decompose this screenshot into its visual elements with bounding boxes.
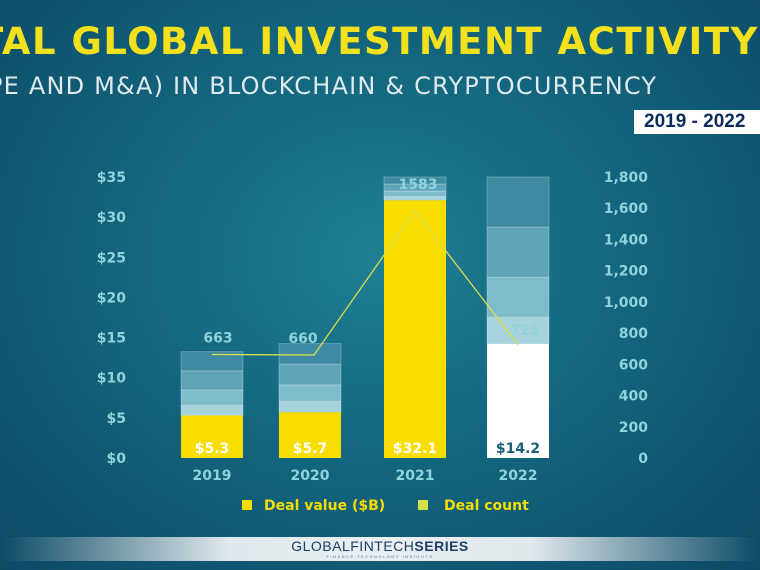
bar-value-label: $32.1 [393,441,437,457]
bar-segment [486,276,550,318]
bar-segment [278,363,342,386]
deal-count-label: 725 [510,323,539,339]
legend-swatch-deal-count [418,500,428,510]
x-tick-label: 2022 [499,468,538,484]
x-tick-label: 2019 [193,468,232,484]
footer-brand-regular: GLOBALFINTECH [291,538,415,554]
y-left-tick-label: $35 [97,170,126,186]
footer-tagline: FINANCE TECHNOLOGY INSIGHTS [326,554,434,559]
bar-segment [180,351,244,372]
x-tick-label: 2020 [291,468,330,484]
chart-title: TAL GLOBAL INVESTMENT ACTIVITY [0,20,759,63]
period-badge: 2019 - 2022 [634,110,760,134]
y-right-tick-label: 1,000 [604,295,649,311]
bar-value-label: $5.7 [293,441,328,457]
y-left-tick-label: $25 [97,250,126,266]
y-right-tick-label: 1,800 [604,170,649,186]
footer-brand: GLOBALFINTECHSERIES [0,537,760,554]
bar-segment [278,343,342,365]
y-right-tick-label: 1,200 [604,264,649,280]
bar-value-label: $14.2 [496,441,540,457]
bar-segment [486,226,550,278]
y-left-tick-label: $30 [97,210,126,226]
y-right-tick-label: 800 [619,326,648,342]
bar-segment [383,196,447,201]
bar-value-label: $5.3 [195,441,230,457]
bar-segment [278,384,342,402]
y-right-tick-label: 1,400 [604,232,649,248]
y-left-tick-label: $20 [97,290,126,306]
investment-chart: $0 $5 $10 $15 $20 $25 $30 $35 0 200 400 600 800 1,000… [97,170,649,514]
bar-segment [180,404,244,416]
bar-segment [486,176,550,228]
legend-label-deal-value: Deal value ($B) [264,498,385,514]
y-right-tick-label: 200 [619,420,648,436]
y-right-tick-label: 400 [619,389,648,405]
y-right-tick-label: 0 [638,451,648,467]
deal-count-line [211,209,519,356]
deal-count-label: 660 [288,331,317,347]
legend-swatch-deal-value [242,500,252,510]
x-tick-label: 2021 [396,468,435,484]
bar-deal-value [279,412,341,458]
footer-bar: GLOBALFINTECHSERIES FINANCE TECHNOLOGY I… [0,537,760,561]
y-left-tick-label: $0 [107,451,127,467]
y-left-tick-label: $10 [97,371,126,387]
bar-segment [180,370,244,391]
legend-label-deal-count: Deal count [444,498,529,514]
deal-count-label: 663 [203,330,232,346]
bar-segment [383,176,447,185]
y-left-tick-label: $5 [107,411,126,427]
y-left-tick-label: $15 [97,331,126,347]
bar-segment [180,389,244,406]
bar-deal-value [384,200,446,459]
deal-count-label: 1583 [399,177,438,193]
bar-segment [278,400,342,413]
footer-brand-bold: SERIES [414,538,469,554]
chart-subtitle: PE AND M&A) IN BLOCKCHAIN & CRYPTOCURREN… [0,72,658,100]
bar-deal-value [181,415,243,458]
y-right-tick-label: 600 [619,357,648,373]
y-right-tick-label: 1,600 [604,201,649,217]
bar-deal-value [487,343,549,458]
